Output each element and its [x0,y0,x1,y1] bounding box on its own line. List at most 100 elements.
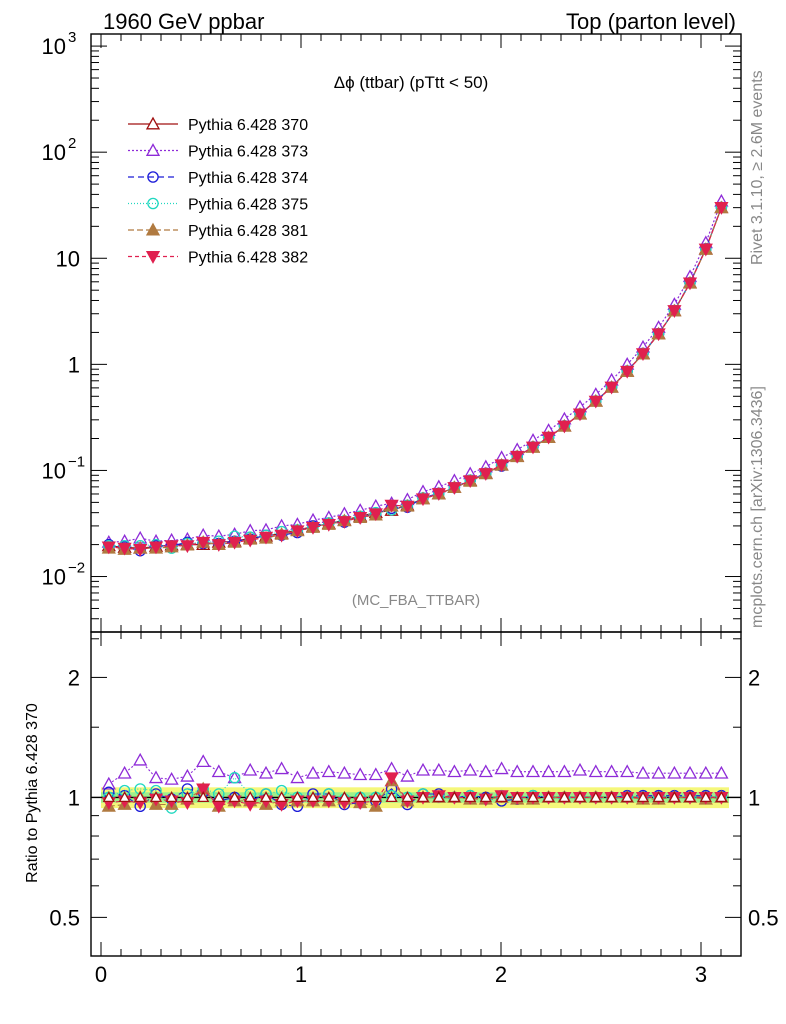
legend: Pythia 6.428 370 Pythia 6.428 373 Pythia 6… [128,116,308,267]
legend-label: Pythia 6.428 374 [188,170,308,187]
ratio-ylabel: Ratio to Pythia 6.428 370 [24,703,41,883]
y-tick-label: 1 [68,352,80,377]
y-tick-label-right: 0.5 [748,905,779,930]
data-point [337,516,352,529]
ratio-reference-point [385,791,398,803]
ratio-point [337,765,352,779]
ratio-panel: 0 1 2 3 0.5 0.5 1 1 2 2 [49,631,779,987]
data-point [604,381,619,395]
ratio-reference-point [479,791,492,803]
y-tick-label: 10 [56,246,80,271]
ratio-point [541,764,556,778]
ratio-point [588,764,603,778]
ratio-point [196,783,211,797]
chart-title: Δϕ (ttbar) (pTtt < 50) [334,73,489,92]
ratio-point [667,765,682,779]
data-point [164,540,179,554]
ratio-point [180,768,195,782]
header-left: 1960 GeV ppbar [103,9,264,34]
legend-marker [145,222,161,236]
ratio-point [274,761,289,775]
ratio-reference-point [636,791,650,803]
ratio-reference-point [699,791,712,803]
x-tick-label: 2 [495,962,507,987]
data-point [384,499,399,513]
legend-marker [147,171,159,183]
y-tick-exponent: 3 [68,29,76,46]
data-point [478,468,493,481]
data-point [290,525,305,539]
ratio-reference-point [338,791,351,803]
data-point [415,493,431,507]
data-point [211,539,226,552]
ratio-point [682,765,698,779]
ratio-reference-point [102,791,115,803]
ratio-point [258,765,274,779]
ratio-reference-point [306,791,320,803]
data-point [572,408,588,422]
ratio-reference-point [558,791,571,803]
series-line [108,207,722,551]
ratio-series-line [108,776,722,807]
header-right: Top (parton level) [566,9,736,34]
ratio-point [400,768,415,782]
ratio-reference-point [526,791,540,803]
data-point [494,459,509,473]
ratio-point [604,764,619,778]
ratio-point [447,764,462,778]
series-line [108,207,722,549]
y-tick-label: 10 [42,565,66,590]
mcplots-label: mcplots.cern.ch [arXiv:1306.3436] [749,386,766,628]
data-point [258,531,274,545]
ratio-point [510,764,525,778]
data-point [714,202,729,215]
data-point [101,541,116,555]
ratio-point [635,765,651,779]
ratio-reference-point [495,791,508,803]
ratio-reference-point [432,791,445,803]
y-tick-label: 10 [42,34,66,59]
ratio-reference-point [448,791,461,803]
data-point [557,420,572,434]
ratio-point [243,762,258,776]
ratio-reference-point [244,791,257,803]
ratio-frame [90,631,742,957]
x-tick-label: 0 [95,962,107,987]
ratio-point [620,764,635,778]
data-point [463,475,478,489]
ratio-point [368,767,383,781]
data-point [133,543,148,557]
ratio-reference-point [511,791,524,803]
data-point [635,348,651,362]
data-point [400,500,415,514]
data-point [243,534,258,548]
data-point [180,540,195,554]
data-point [117,542,132,556]
data-point [620,365,635,379]
y-tick-label: 1 [68,785,80,810]
ratio-point [415,762,431,776]
ratio-reference-point [464,791,477,803]
data-point [431,488,446,501]
y-tick-label-right: 2 [748,665,760,690]
ratio-reference-point [683,791,697,803]
ratio-reference-point [149,791,163,803]
ratio-point [164,771,179,785]
y-tick-label: 2 [68,665,80,690]
ratio-point [290,770,305,784]
data-point [227,536,242,550]
y-tick-exponent: 2 [68,135,76,152]
legend-label: Pythia 6.428 370 [188,117,308,134]
legend-label: Pythia 6.428 373 [188,144,308,161]
data-point [148,541,164,555]
data-point [353,512,368,525]
ratio-point [321,764,336,778]
ratio-reference-point [621,791,634,803]
y-tick-exponent: −1 [68,453,85,470]
ratio-reference-point [668,791,681,803]
ratio-point [384,761,399,775]
ratio-point [651,765,666,779]
ratio-reference-point [416,791,430,803]
ratio-reference-point [542,791,555,803]
